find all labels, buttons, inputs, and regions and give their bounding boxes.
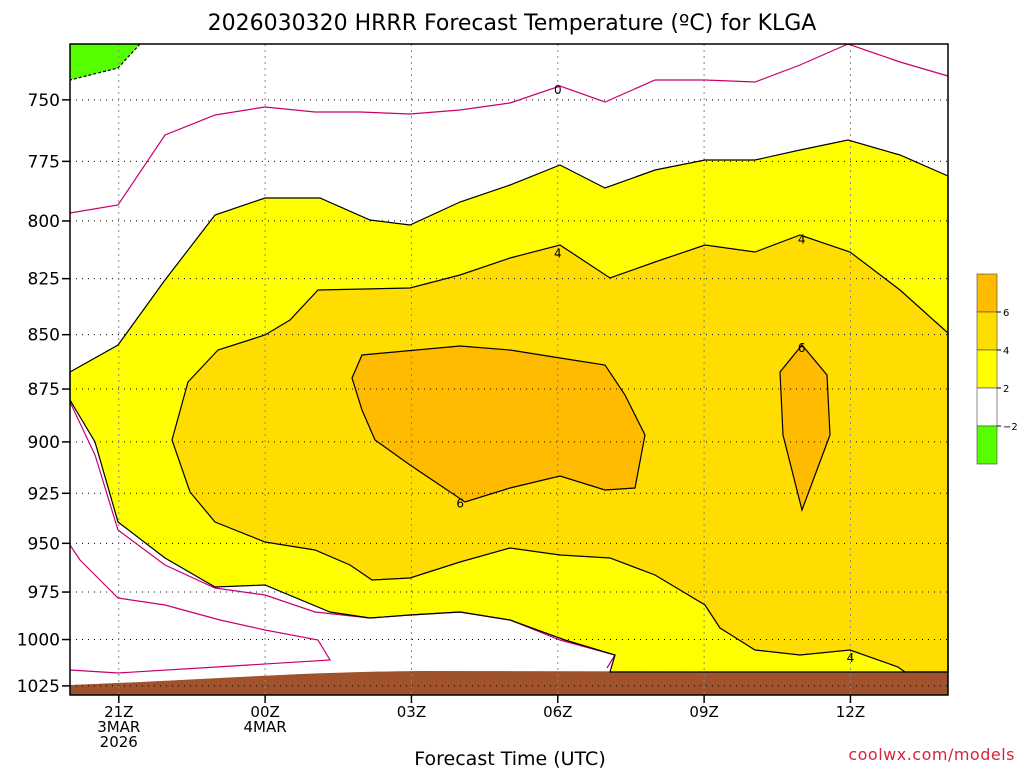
contour-lines — [69, 43, 949, 674]
x-tick-label: 09Z — [689, 703, 718, 721]
contour-label: 4 — [554, 246, 562, 260]
colorbar-legend: 6 4 2 −2 — [976, 273, 1018, 465]
colorbar-tick-label: 4 — [1003, 346, 1009, 357]
colorbar-swatch — [976, 387, 998, 427]
contour-label: 6 — [456, 496, 464, 510]
x-tick-label: 00Z — [250, 703, 279, 721]
colorbar-tick-label: 2 — [1003, 384, 1009, 395]
y-tick-label: 775 — [28, 152, 60, 172]
plot-area: 0 4 4 6 6 4 — [69, 43, 949, 696]
plot-frame — [69, 43, 949, 696]
y-tick-label: 950 — [28, 534, 60, 554]
freezing-line-upper — [69, 43, 949, 214]
x-tick-label: 21Z — [104, 703, 133, 721]
x-tick-label: 06Z — [543, 703, 572, 721]
band-above-6-east — [780, 345, 830, 510]
y-tick-label: 875 — [28, 380, 60, 400]
y-tick-label: 975 — [28, 583, 60, 603]
x-axis-label: Forecast Time (UTC) — [414, 748, 605, 768]
contour-2c-boundary — [69, 139, 949, 673]
contour-6c-east — [779, 344, 831, 513]
colorbar-tick-label: 6 — [1003, 308, 1009, 319]
ground-terrain — [70, 671, 948, 695]
colorbar-swatch — [976, 273, 998, 313]
temperature-fill-bands — [70, 44, 948, 672]
x-tick-label: 4MAR — [244, 718, 287, 736]
contour-label: 4 — [847, 651, 855, 665]
chart-title: 2026030320 HRRR Forecast Temperature (ºC… — [208, 11, 817, 36]
y-tick-label: 850 — [28, 326, 60, 346]
x-tick-label: 12Z — [836, 703, 865, 721]
grid-lines — [70, 44, 948, 695]
colorbar-swatch — [976, 311, 998, 351]
y-tick-label: 800 — [28, 212, 60, 232]
y-axis-ticks: 750 775 800 825 850 875 900 925 950 975 1000 1025 — [17, 91, 70, 697]
band-above-6-center — [352, 346, 645, 502]
contour-label: 6 — [798, 341, 806, 355]
contour-label: 4 — [798, 233, 806, 247]
y-tick-label: 1025 — [17, 677, 60, 697]
x-tick-label: 03Z — [397, 703, 426, 721]
band-below-minus2 — [70, 44, 140, 80]
colorbar-swatch — [976, 425, 998, 465]
freezing-line-lower — [69, 401, 616, 669]
green-dashed-edge — [69, 43, 141, 81]
contour-6c-center — [351, 345, 646, 503]
y-tick-label: 925 — [28, 484, 60, 504]
y-tick-label: 825 — [28, 270, 60, 290]
x-tick-label: 3MAR — [97, 718, 140, 736]
y-tick-label: 1000 — [17, 631, 60, 651]
contour-4c-boundary — [171, 234, 949, 673]
y-tick-label: 750 — [28, 91, 60, 111]
contour-label: 0 — [554, 83, 562, 97]
colorbar-tick-label: −2 — [1003, 422, 1018, 433]
x-tick-label: 2026 — [100, 733, 138, 751]
credit-link[interactable]: coolwx.com/models — [848, 745, 1015, 764]
y-tick-label: 900 — [28, 433, 60, 453]
contour-labels: 0 4 4 6 6 4 — [456, 83, 854, 665]
freezing-line-surface-loop — [69, 544, 332, 674]
colorbar-swatch — [976, 349, 998, 389]
